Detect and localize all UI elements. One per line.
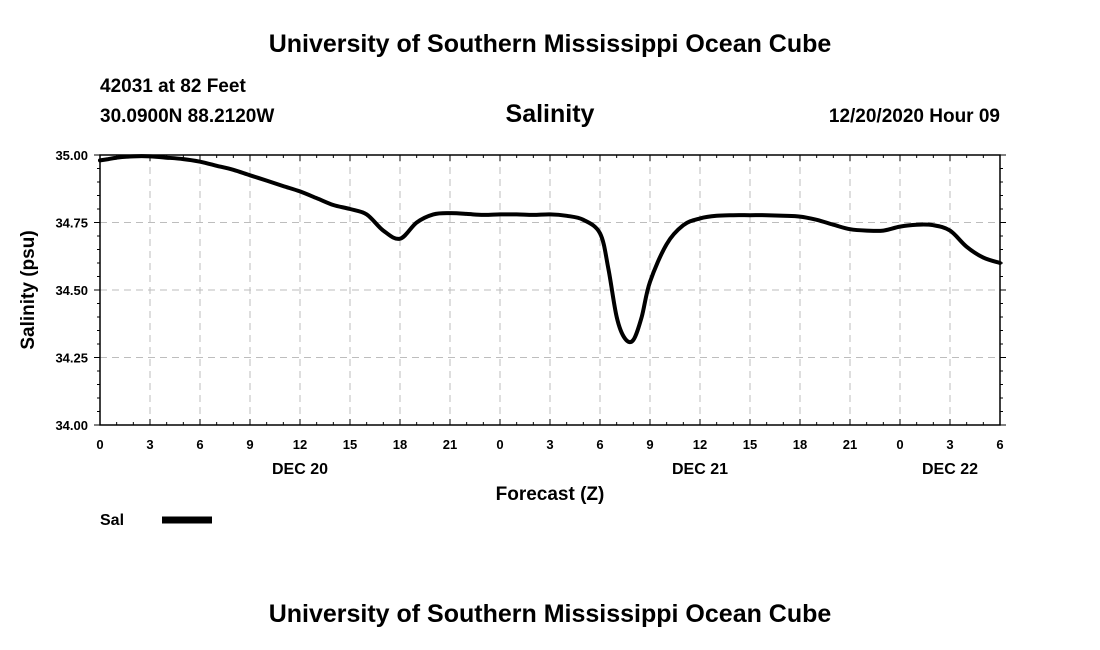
x-tick-label: 3: [546, 437, 553, 452]
y-axis-tick-labels: 34.00 34.25 34.50 34.75 35.00: [55, 148, 88, 433]
x-tick-label: 15: [343, 437, 357, 452]
x-tick-label: 6: [196, 437, 203, 452]
x-tick-label: 6: [996, 437, 1003, 452]
x-tick-label: 3: [146, 437, 153, 452]
x-axis-title: Forecast (Z): [496, 484, 605, 505]
footer-title: University of Southern Mississippi Ocean…: [268, 600, 832, 628]
y-tick-label: 34.50: [55, 283, 88, 298]
date-label: DEC 21: [672, 461, 728, 478]
x-tick-label: 18: [393, 437, 407, 452]
x-axis-tick-labels: 0 3 6 9 12 15 18 21 0 3 6 9 12 15 18 21 0 3 6: [96, 437, 1003, 452]
series-line-sal: [98, 154, 1002, 345]
x-tick-label: 6: [596, 437, 603, 452]
chart-subtitle: Salinity: [505, 100, 595, 128]
chart-grid: [100, 155, 1000, 425]
y-tick-label: 34.25: [55, 351, 88, 366]
x-tick-label: 3: [946, 437, 953, 452]
x-tick-label: 9: [646, 437, 653, 452]
date-labels: DEC 20 DEC 21 DEC 22: [272, 461, 978, 478]
x-tick-label: 0: [896, 437, 903, 452]
x-tick-label: 15: [743, 437, 757, 452]
x-tick-label: 0: [496, 437, 503, 452]
x-tick-label: 9: [246, 437, 253, 452]
y-tick-label: 34.75: [55, 216, 88, 231]
coordinates-label: 30.0900N 88.2120W: [100, 106, 275, 127]
y-tick-label: 34.00: [55, 418, 88, 433]
x-tick-label: 12: [693, 437, 707, 452]
x-tick-label: 21: [443, 437, 457, 452]
x-tick-label: 0: [96, 437, 103, 452]
x-tick-label: 12: [293, 437, 307, 452]
y-axis-title: Salinity (psu): [18, 230, 39, 349]
page-title: University of Southern Mississippi Ocean…: [268, 30, 832, 58]
date-label: DEC 22: [922, 461, 978, 478]
x-tick-label: 18: [793, 437, 807, 452]
date-label: DEC 20: [272, 461, 328, 478]
legend-label-sal: Sal: [100, 512, 124, 529]
legend: Sal: [100, 512, 212, 529]
station-label: 42031 at 82 Feet: [100, 76, 246, 97]
timestamp-label: 12/20/2020 Hour 09: [828, 106, 1000, 127]
y-tick-label: 35.00: [55, 148, 88, 163]
x-tick-label: 21: [843, 437, 857, 452]
